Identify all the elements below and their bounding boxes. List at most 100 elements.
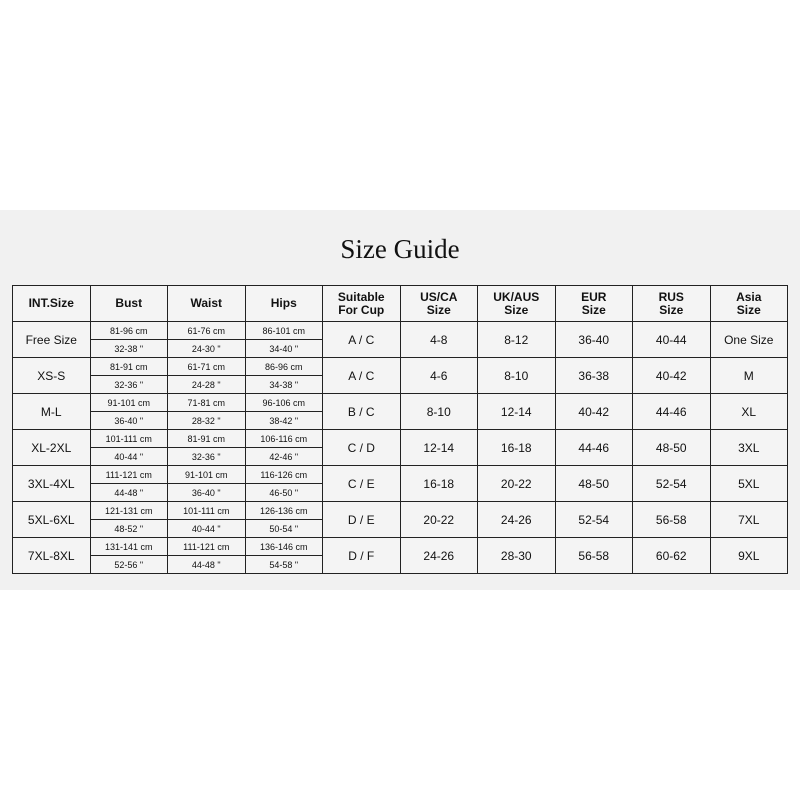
int-size-cell: XS-S [12,357,91,394]
bust-cm-cell: 81-96 cm [89,321,168,340]
waist-cm-cell: 111-121 cm [167,537,246,556]
int-size-cell: XL-2XL [12,429,91,466]
size-table: INT.Size Bust Waist Hips Suitable For Cup US/… [12,285,788,574]
hips-inch-cell: 50-54 " [244,519,323,538]
column-header: INT.Size [12,285,91,322]
bust-inch-cell: 44-48 " [89,483,168,502]
eur-cell: 36-40 [554,321,633,358]
table-row-inches: 40-44 " 32-36 " 42-46 " [13,447,788,466]
waist-inch-cell: 32-36 " [167,447,246,466]
table-row: M-L 91-101 cm 71-81 cm 96-106 cm B / C 8-10 12… [12,393,788,430]
bust-inch-cell: 40-44 " [89,447,168,466]
table-row-inches: 48-52 " 40-44 " 50-54 " [13,519,788,538]
hips-cm-cell: 96-106 cm [244,393,323,412]
table-row: 5XL-6XL 121-131 cm 101-111 cm 126-136 cm D /… [12,501,788,538]
hips-inch-cell: 42-46 " [244,447,323,466]
waist-inch-cell: 40-44 " [167,519,246,538]
column-header: US/CA Size [399,285,478,322]
us-cell: 24-26 [399,537,478,574]
us-cell: 4-6 [399,357,478,394]
int-size-cell: 5XL-6XL [12,501,91,538]
uk-cell: 12-14 [477,393,556,430]
column-header: Waist [167,285,246,322]
us-cell: 12-14 [399,429,478,466]
eur-cell: 56-58 [554,537,633,574]
page-title: Size Guide [340,234,460,264]
bust-cm-cell: 91-101 cm [89,393,168,412]
eur-cell: 40-42 [554,393,633,430]
us-cell: 4-8 [399,321,478,358]
eur-cell: 48-50 [554,465,633,502]
table-row-inches: 32-38 " 24-30 " 34-40 " [13,339,788,358]
hips-inch-cell: 54-58 " [244,555,323,574]
asia-cell: 9XL [709,537,788,574]
cup-cell: C / E [322,465,401,502]
column-header: Asia Size [709,285,788,322]
bust-cm-cell: 101-111 cm [89,429,168,448]
us-cell: 20-22 [399,501,478,538]
asia-cell: XL [709,393,788,430]
asia-cell: One Size [709,321,788,358]
int-size-cell: 3XL-4XL [12,465,91,502]
int-size-cell: 7XL-8XL [12,537,91,574]
cup-cell: A / C [322,357,401,394]
bust-cm-cell: 131-141 cm [89,537,168,556]
bust-inch-cell: 52-56 " [89,555,168,574]
cup-cell: D / E [322,501,401,538]
cup-cell: A / C [322,321,401,358]
waist-cm-cell: 81-91 cm [167,429,246,448]
uk-cell: 16-18 [477,429,556,466]
int-size-cell: Free Size [12,321,91,358]
asia-cell: 7XL [709,501,788,538]
eur-cell: 52-54 [554,501,633,538]
waist-inch-cell: 44-48 " [167,555,246,574]
waist-inch-cell: 24-30 " [167,339,246,358]
asia-cell: M [709,357,788,394]
hips-cm-cell: 86-101 cm [244,321,323,340]
column-header: RUS Size [632,285,711,322]
asia-cell: 3XL [709,429,788,466]
waist-cm-cell: 61-71 cm [167,357,246,376]
rus-cell: 40-42 [632,357,711,394]
column-header: Bust [89,285,168,322]
bust-inch-cell: 36-40 " [89,411,168,430]
rus-cell: 44-46 [632,393,711,430]
hips-inch-cell: 38-42 " [244,411,323,430]
waist-cm-cell: 71-81 cm [167,393,246,412]
cup-cell: B / C [322,393,401,430]
int-size-cell: M-L [12,393,91,430]
waist-cm-cell: 61-76 cm [167,321,246,340]
us-cell: 8-10 [399,393,478,430]
rus-cell: 48-50 [632,429,711,466]
bust-inch-cell: 32-36 " [89,375,168,394]
waist-cm-cell: 101-111 cm [167,501,246,520]
uk-cell: 20-22 [477,465,556,502]
table-row: 7XL-8XL 131-141 cm 111-121 cm 136-146 cm D /… [12,537,788,574]
hips-cm-cell: 86-96 cm [244,357,323,376]
column-header: EUR Size [554,285,633,322]
rus-cell: 40-44 [632,321,711,358]
cup-cell: C / D [322,429,401,466]
hips-cm-cell: 116-126 cm [244,465,323,484]
uk-cell: 28-30 [477,537,556,574]
table-row: 3XL-4XL 111-121 cm 91-101 cm 116-126 cm C / … [12,465,788,502]
cup-cell: D / F [322,537,401,574]
uk-cell: 8-10 [477,357,556,394]
hips-cm-cell: 106-116 cm [244,429,323,448]
waist-cm-cell: 91-101 cm [167,465,246,484]
column-header: Hips [244,285,323,322]
header-row: INT.Size Bust Waist Hips Suitable For Cup US/… [12,285,788,322]
bust-cm-cell: 121-131 cm [89,501,168,520]
rus-cell: 56-58 [632,501,711,538]
waist-inch-cell: 28-32 " [167,411,246,430]
column-header: Suitable For Cup [322,285,401,322]
hips-cm-cell: 136-146 cm [244,537,323,556]
bust-cm-cell: 111-121 cm [89,465,168,484]
uk-cell: 8-12 [477,321,556,358]
hips-inch-cell: 34-40 " [244,339,323,358]
bust-cm-cell: 81-91 cm [89,357,168,376]
asia-cell: 5XL [709,465,788,502]
column-header: UK/AUS Size [477,285,556,322]
